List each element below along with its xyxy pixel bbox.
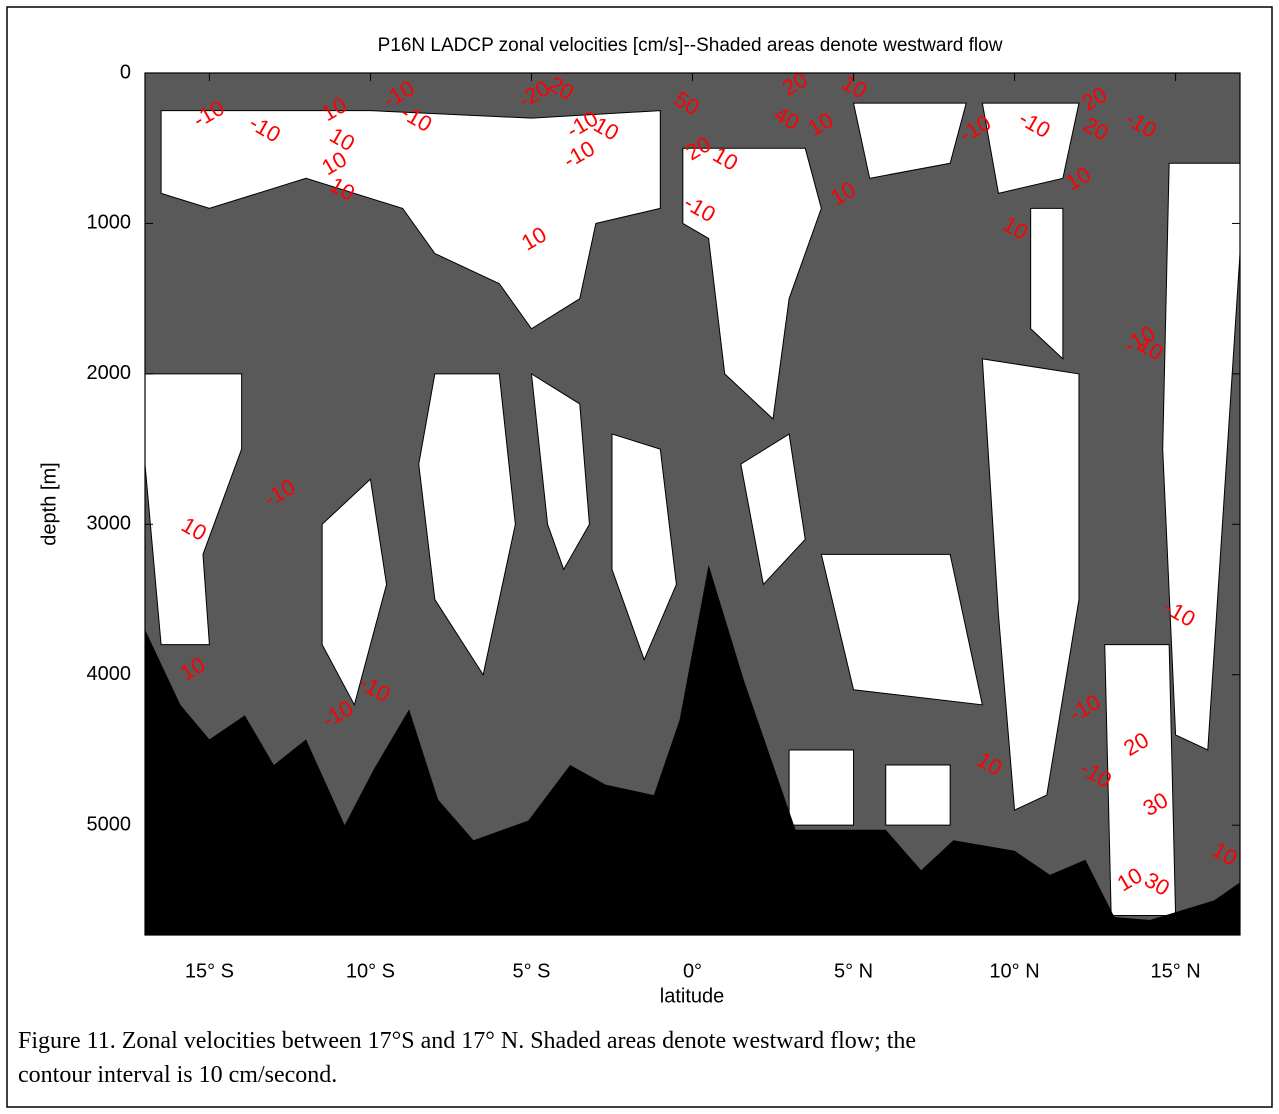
eastward-area <box>981 102 1080 194</box>
chart-title: P16N LADCP zonal velocities [cm/s]--Shad… <box>378 35 1003 56</box>
figure-border <box>6 6 1273 1108</box>
eastward-area <box>682 147 822 421</box>
y-tick-label: 1000 <box>87 212 132 234</box>
x-tick-label: 5° N <box>834 960 873 982</box>
eastward-area <box>160 110 661 330</box>
eastward-area <box>981 358 1080 811</box>
y-tick-label: 2000 <box>87 362 132 384</box>
x-axis-label: latitude <box>660 985 725 1007</box>
eastward-area <box>611 433 677 662</box>
x-tick-label: 10° S <box>346 960 395 982</box>
eastward-area <box>740 433 806 586</box>
seafloor <box>145 564 1240 935</box>
caption: Figure 11. Zonal velocities between 17°S… <box>18 1024 1258 1092</box>
eastward-area <box>418 373 516 677</box>
eastward-area <box>1030 207 1064 360</box>
eastward-area <box>852 102 967 179</box>
x-tick-label: 10° N <box>989 960 1039 982</box>
y-tick-label: 3000 <box>87 513 132 535</box>
x-tick-label: 15° S <box>185 960 234 982</box>
eastward-area <box>530 372 590 571</box>
caption-line: Figure 11. Zonal velocities between 17°S… <box>18 1028 917 1054</box>
eastward-area <box>1162 162 1240 751</box>
y-tick-label: 0 <box>120 61 131 83</box>
caption-line: contour interval is 10 cm/second. <box>18 1062 338 1088</box>
eastward-area <box>145 373 243 646</box>
plot-area: -10 -1010101010-10-10-2020-1010-105020102… <box>145 73 1240 935</box>
eastward-area <box>321 478 388 707</box>
y-axis-label: depth [m] <box>38 462 60 545</box>
x-tick-label: 0° <box>683 960 702 982</box>
x-tick-label: 15° N <box>1150 960 1200 982</box>
y-tick-label: 5000 <box>87 813 132 835</box>
eastward-area <box>788 749 855 826</box>
x-tick-label: 5° S <box>512 960 550 982</box>
eastward-area <box>820 553 983 706</box>
eastward-area <box>885 764 951 826</box>
y-tick-label: 4000 <box>87 663 132 685</box>
